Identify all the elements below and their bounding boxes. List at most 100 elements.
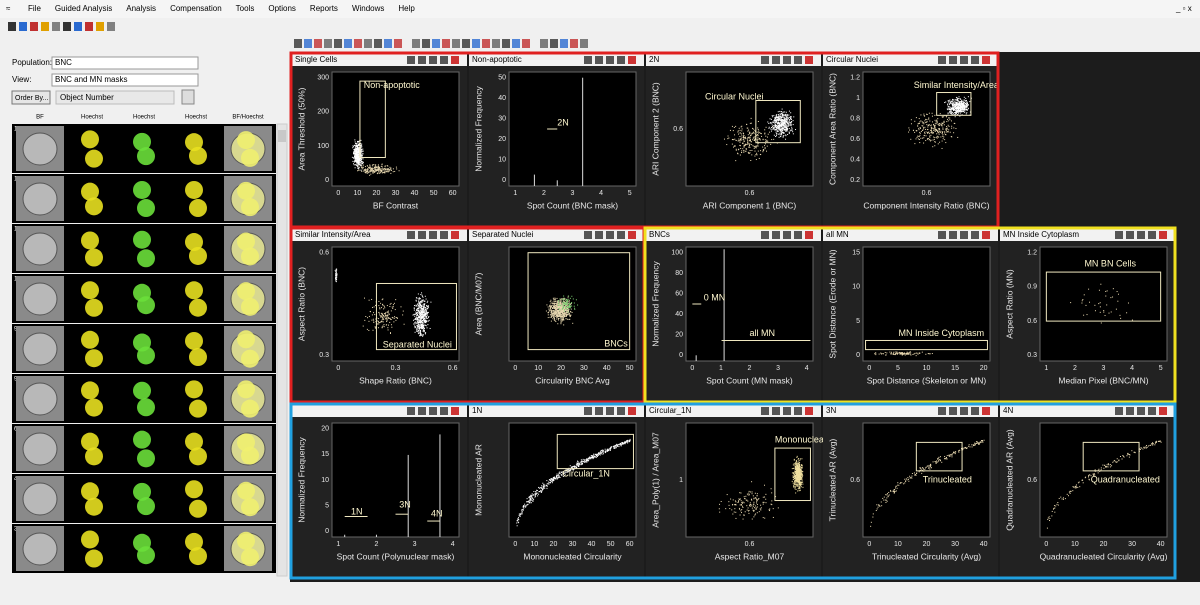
menu-item[interactable]: Tools — [236, 4, 255, 13]
tool-icon[interactable] — [364, 39, 372, 48]
panel-icon[interactable] — [971, 231, 979, 239]
panel-icon[interactable] — [429, 231, 437, 239]
tool-icon[interactable] — [107, 22, 115, 31]
panel-icon[interactable] — [407, 231, 415, 239]
tool-icon[interactable] — [85, 22, 93, 31]
window-controls[interactable]: _ ▫ x — [1175, 4, 1192, 13]
tool-icon[interactable] — [580, 39, 588, 48]
panel-icon[interactable] — [805, 407, 813, 415]
panel-icon[interactable] — [1148, 231, 1156, 239]
tool-icon[interactable] — [412, 39, 420, 48]
panel-icon[interactable] — [617, 407, 625, 415]
panel-icon[interactable] — [949, 231, 957, 239]
panel-icon[interactable] — [617, 56, 625, 64]
tool-icon[interactable] — [30, 22, 38, 31]
panel-icon[interactable] — [418, 231, 426, 239]
tool-icon[interactable] — [560, 39, 568, 48]
menu-item[interactable]: Analysis — [126, 4, 156, 13]
panel-icon[interactable] — [418, 56, 426, 64]
panel-icon[interactable] — [794, 231, 802, 239]
dropdown[interactable] — [52, 57, 198, 69]
panel-icon[interactable] — [595, 56, 603, 64]
panel-icon[interactable] — [761, 407, 769, 415]
menu-item[interactable]: Options — [268, 4, 296, 13]
panel-icon[interactable] — [938, 56, 946, 64]
panel-icon[interactable] — [606, 231, 614, 239]
panel-icon[interactable] — [451, 56, 459, 64]
tool-icon[interactable] — [570, 39, 578, 48]
panel-icon[interactable] — [407, 407, 415, 415]
panel-icon[interactable] — [982, 231, 990, 239]
panel-icon[interactable] — [783, 231, 791, 239]
scroll-thumb[interactable] — [278, 130, 286, 142]
panel-icon[interactable] — [949, 56, 957, 64]
tool-icon[interactable] — [41, 22, 49, 31]
panel-icon[interactable] — [772, 407, 780, 415]
panel-icon[interactable] — [451, 231, 459, 239]
panel-icon[interactable] — [418, 407, 426, 415]
tool-icon[interactable] — [472, 39, 480, 48]
tool-icon[interactable] — [324, 39, 332, 48]
panel-icon[interactable] — [982, 56, 990, 64]
tool-icon[interactable] — [314, 39, 322, 48]
panel-icon[interactable] — [451, 407, 459, 415]
tool-icon[interactable] — [304, 39, 312, 48]
tool-icon[interactable] — [462, 39, 470, 48]
tool-icon[interactable] — [334, 39, 342, 48]
tool-icon[interactable] — [502, 39, 510, 48]
panel-icon[interactable] — [628, 231, 636, 239]
tool-icon[interactable] — [374, 39, 382, 48]
tool-icon[interactable] — [74, 22, 82, 31]
panel-icon[interactable] — [584, 231, 592, 239]
panel-icon[interactable] — [772, 231, 780, 239]
tool-icon[interactable] — [354, 39, 362, 48]
tool-icon[interactable] — [522, 39, 530, 48]
menu-item[interactable]: File — [28, 4, 41, 13]
panel-icon[interactable] — [1137, 231, 1145, 239]
panel-icon[interactable] — [783, 56, 791, 64]
tool-icon[interactable] — [492, 39, 500, 48]
tool-icon[interactable] — [540, 39, 548, 48]
panel-icon[interactable] — [1115, 231, 1123, 239]
tool-icon[interactable] — [52, 22, 60, 31]
tool-icon[interactable] — [394, 39, 402, 48]
menu-item[interactable]: Compensation — [170, 4, 222, 13]
panel-icon[interactable] — [971, 56, 979, 64]
panel-icon[interactable] — [960, 56, 968, 64]
panel-icon[interactable] — [805, 56, 813, 64]
menu-item[interactable]: Reports — [310, 4, 338, 13]
tool-icon[interactable] — [19, 22, 27, 31]
panel-icon[interactable] — [440, 407, 448, 415]
tool-icon[interactable] — [550, 39, 558, 48]
panel-icon[interactable] — [617, 231, 625, 239]
tool-icon[interactable] — [344, 39, 352, 48]
panel-icon[interactable] — [606, 407, 614, 415]
panel-icon[interactable] — [628, 407, 636, 415]
tool-icon[interactable] — [422, 39, 430, 48]
panel-icon[interactable] — [429, 407, 437, 415]
tool-icon[interactable] — [8, 22, 16, 31]
scrollbar[interactable] — [277, 124, 287, 576]
panel-icon[interactable] — [440, 231, 448, 239]
panel-icon[interactable] — [761, 56, 769, 64]
panel-icon[interactable] — [794, 56, 802, 64]
menu-item[interactable]: Guided Analysis — [55, 4, 112, 13]
tool-icon[interactable] — [442, 39, 450, 48]
panel-icon[interactable] — [805, 231, 813, 239]
tool-icon[interactable] — [96, 22, 104, 31]
panel-icon[interactable] — [595, 407, 603, 415]
panel-icon[interactable] — [584, 407, 592, 415]
panel-icon[interactable] — [783, 407, 791, 415]
tool-icon[interactable] — [432, 39, 440, 48]
sort-button[interactable] — [182, 90, 194, 104]
panel-icon[interactable] — [595, 231, 603, 239]
panel-icon[interactable] — [772, 56, 780, 64]
panel-icon[interactable] — [761, 231, 769, 239]
panel-icon[interactable] — [429, 56, 437, 64]
panel-icon[interactable] — [584, 56, 592, 64]
panel-icon[interactable] — [1159, 231, 1167, 239]
tool-icon[interactable] — [294, 39, 302, 48]
panel-icon[interactable] — [440, 56, 448, 64]
panel-icon[interactable] — [938, 231, 946, 239]
panel-icon[interactable] — [960, 231, 968, 239]
